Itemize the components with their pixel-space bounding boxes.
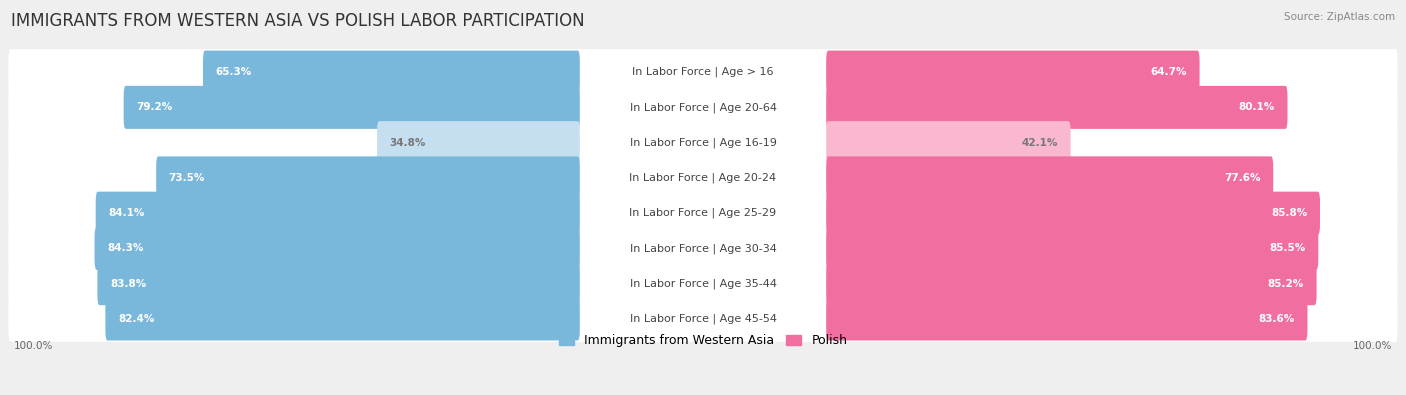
- Text: In Labor Force | Age 20-64: In Labor Force | Age 20-64: [630, 102, 776, 113]
- FancyBboxPatch shape: [105, 297, 579, 340]
- Text: In Labor Force | Age 16-19: In Labor Force | Age 16-19: [630, 137, 776, 148]
- FancyBboxPatch shape: [8, 226, 1398, 271]
- Text: 84.1%: 84.1%: [108, 208, 145, 218]
- FancyBboxPatch shape: [827, 262, 1316, 305]
- Text: Source: ZipAtlas.com: Source: ZipAtlas.com: [1284, 12, 1395, 22]
- Text: 65.3%: 65.3%: [215, 67, 252, 77]
- FancyBboxPatch shape: [96, 192, 579, 235]
- FancyBboxPatch shape: [827, 86, 1288, 129]
- FancyBboxPatch shape: [8, 85, 1398, 130]
- Text: 79.2%: 79.2%: [136, 102, 173, 112]
- Legend: Immigrants from Western Asia, Polish: Immigrants from Western Asia, Polish: [554, 329, 852, 352]
- FancyBboxPatch shape: [827, 297, 1308, 340]
- FancyBboxPatch shape: [827, 192, 1320, 235]
- FancyBboxPatch shape: [827, 51, 1199, 94]
- FancyBboxPatch shape: [8, 49, 1398, 95]
- FancyBboxPatch shape: [97, 262, 579, 305]
- FancyBboxPatch shape: [8, 296, 1398, 342]
- FancyBboxPatch shape: [8, 261, 1398, 307]
- Text: 100.0%: 100.0%: [1353, 341, 1392, 351]
- FancyBboxPatch shape: [8, 155, 1398, 201]
- FancyBboxPatch shape: [94, 227, 579, 270]
- Text: 73.5%: 73.5%: [169, 173, 205, 183]
- Text: In Labor Force | Age 25-29: In Labor Force | Age 25-29: [630, 208, 776, 218]
- FancyBboxPatch shape: [827, 227, 1319, 270]
- FancyBboxPatch shape: [377, 121, 579, 164]
- FancyBboxPatch shape: [124, 86, 579, 129]
- FancyBboxPatch shape: [8, 190, 1398, 236]
- Text: 85.5%: 85.5%: [1270, 243, 1306, 254]
- FancyBboxPatch shape: [827, 156, 1274, 199]
- Text: 34.8%: 34.8%: [389, 137, 426, 148]
- FancyBboxPatch shape: [8, 120, 1398, 166]
- Text: IMMIGRANTS FROM WESTERN ASIA VS POLISH LABOR PARTICIPATION: IMMIGRANTS FROM WESTERN ASIA VS POLISH L…: [11, 12, 585, 30]
- Text: 83.6%: 83.6%: [1258, 314, 1295, 324]
- Text: 82.4%: 82.4%: [118, 314, 155, 324]
- Text: 42.1%: 42.1%: [1022, 137, 1059, 148]
- Text: In Labor Force | Age 45-54: In Labor Force | Age 45-54: [630, 314, 776, 324]
- Text: 85.8%: 85.8%: [1271, 208, 1308, 218]
- Text: In Labor Force | Age 20-24: In Labor Force | Age 20-24: [630, 173, 776, 183]
- Text: 85.2%: 85.2%: [1268, 279, 1305, 289]
- Text: In Labor Force | Age 30-34: In Labor Force | Age 30-34: [630, 243, 776, 254]
- FancyBboxPatch shape: [202, 51, 579, 94]
- Text: 77.6%: 77.6%: [1225, 173, 1261, 183]
- FancyBboxPatch shape: [827, 121, 1070, 164]
- Text: In Labor Force | Age 35-44: In Labor Force | Age 35-44: [630, 278, 776, 289]
- Text: In Labor Force | Age > 16: In Labor Force | Age > 16: [633, 67, 773, 77]
- Text: 83.8%: 83.8%: [110, 279, 146, 289]
- FancyBboxPatch shape: [156, 156, 579, 199]
- Text: 80.1%: 80.1%: [1239, 102, 1275, 112]
- Text: 84.3%: 84.3%: [107, 243, 143, 254]
- Text: 64.7%: 64.7%: [1150, 67, 1187, 77]
- Text: 100.0%: 100.0%: [14, 341, 53, 351]
